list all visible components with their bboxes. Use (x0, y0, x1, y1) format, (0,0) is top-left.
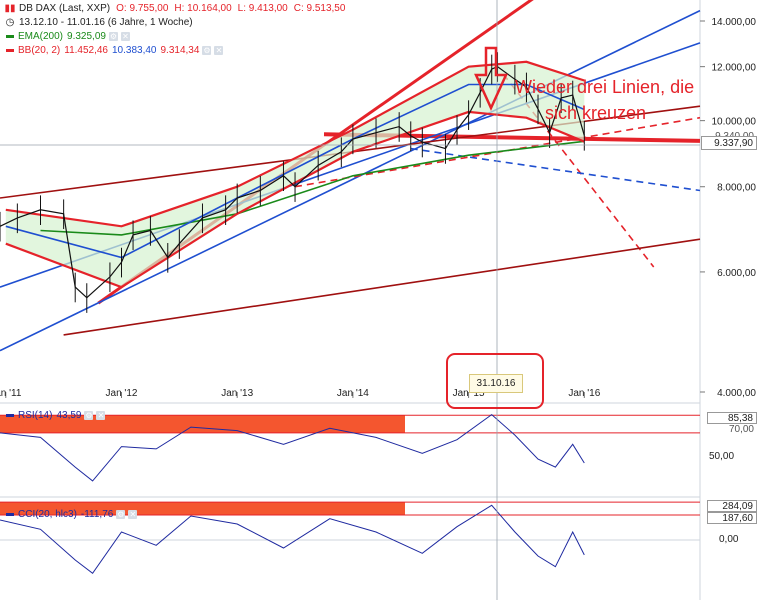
x-tick-label: Jan '13 (221, 388, 253, 399)
rsi-swatch (6, 414, 14, 417)
legend-bb[interactable]: BB(20, 2) 11.452,46 10.383,40 9.314,34 ⚙… (4, 44, 224, 57)
bb-lower-value: 9.314,34 (160, 45, 200, 56)
rsi-label: RSI(14) (18, 410, 53, 421)
bb-label: BB(20, 2) (18, 45, 61, 56)
y-axis: 4.000,00 6.000,00 8.000,00 10.000,00 12.000,… (700, 17, 756, 399)
cci-panel (0, 501, 700, 575)
x-tick-label: Jan '12 (106, 388, 138, 399)
y-tick-label: 10.000,00 (712, 117, 757, 128)
close-icon[interactable]: ✕ (96, 411, 106, 420)
trendline (0, 9, 701, 352)
y-tick-label: 8.000,00 (717, 183, 756, 194)
crosshair-date-label: 31.10.16 (469, 374, 523, 393)
annotation-line-1: Wieder drei Linien, die (515, 77, 695, 97)
ema-swatch (6, 35, 14, 38)
settings-icon[interactable]: ⚙ (84, 411, 94, 420)
rsi-legend[interactable]: RSI(14) 43,59 ⚙ ✕ (4, 409, 106, 422)
settings-icon[interactable]: ⚙ (202, 46, 212, 55)
legend-ema[interactable]: EMA(200) 9.325,09 ⚙ ✕ (4, 30, 130, 43)
rsi-tag-low: 70,00 (728, 424, 754, 435)
cci-label: CCI(20, hlc3) (18, 509, 77, 520)
rsi-line (0, 413, 585, 482)
annotation-arrow (474, 46, 508, 112)
instrument-name: DB DAX (Last, XXP) (19, 3, 111, 14)
close-icon[interactable]: ✕ (120, 32, 130, 41)
bb-upper-value: 11.452,46 (64, 45, 108, 56)
cci-tag-low: 187,60 (707, 512, 757, 524)
annotation-text: Wieder drei Linien, die sich kreuzen (515, 74, 694, 126)
instrument-icon: ▮▮ (4, 3, 16, 14)
ohlc-high: H: 10.164,00 (174, 3, 232, 14)
settings-icon[interactable]: ⚙ (116, 510, 126, 519)
trendline (63, 238, 701, 336)
ema-label: EMA(200) (18, 31, 64, 42)
cci-legend[interactable]: CCI(20, hlc3) -111,76 ⚙ ✕ (4, 508, 138, 521)
date-highlight-ring (446, 353, 544, 409)
x-tick-label: Jan '16 (568, 388, 600, 399)
date-range: 13.12.10 - 11.01.16 (6 Jahre, 1 Woche) (19, 17, 193, 28)
rsi-tag-high: 85,38 (707, 412, 757, 424)
cci-swatch (6, 513, 14, 516)
ohlc-close: C: 9.513,50 (293, 3, 346, 14)
settings-icon[interactable]: ⚙ (108, 32, 118, 41)
ema-value: 9.325,09 (67, 31, 106, 42)
x-tick-label: Jan '14 (337, 388, 369, 399)
trendline (410, 147, 701, 192)
x-axis: Jan '11 Jan '12 Jan '13 Jan '14 Jan '15 Jan '… (0, 388, 601, 399)
ohlc-open: O: 9.755,00 (116, 3, 169, 14)
crosshair-price-tag: 9.337,90 (701, 136, 757, 150)
annotation-line-2: sich kreuzen (545, 103, 647, 123)
y-tick-label: 6.000,00 (717, 268, 756, 279)
rsi-value: 43,59 (56, 410, 82, 421)
clock-icon: ◷ (5, 17, 15, 28)
price-line (0, 66, 585, 299)
x-tick-label: Jan '15 (453, 388, 485, 399)
ohlc-low: L: 9.413,00 (237, 3, 288, 14)
bb-swatch (6, 49, 14, 52)
y-tick-label: 14.000,00 (712, 17, 757, 28)
bb-mid-value: 10.383,40 (112, 45, 157, 56)
cci-value: -111,76 (80, 509, 114, 520)
y-tick-label: 4.000,00 (717, 388, 756, 399)
cci-axis-label: 0,00 (719, 534, 739, 545)
price-series (0, 52, 585, 313)
legend-instrument: ▮▮ DB DAX (Last, XXP) O: 9.755,00 H: 10.… (4, 2, 345, 15)
cci-line (0, 504, 585, 575)
cci-tag-high: 284,09 (707, 500, 757, 512)
close-icon[interactable]: ✕ (214, 46, 224, 55)
rsi-axis-label: 50,00 (709, 451, 735, 462)
y-tick-label: 12.000,00 (712, 63, 757, 74)
cci-band (0, 502, 405, 515)
close-icon[interactable]: ✕ (128, 510, 138, 519)
legend-range: ◷ 13.12.10 - 11.01.16 (6 Jahre, 1 Woche) (4, 16, 193, 29)
x-tick-label: Jan '11 (0, 388, 22, 399)
